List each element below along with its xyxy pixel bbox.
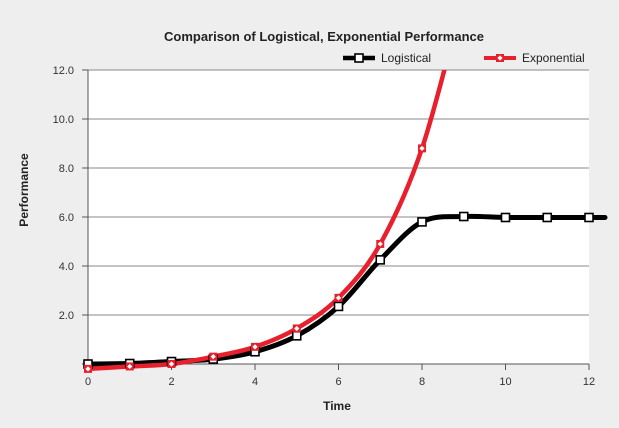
point-logistical [458,211,469,222]
chart-title: Comparison of Logistical, Exponential Pe… [164,29,484,44]
marker-layer [83,144,594,373]
y-tick-label: 10.0 [53,114,74,126]
point-logistical [333,301,344,312]
legend: Logistical Exponential [343,51,585,65]
legend-label: Exponential [522,51,585,65]
point-exponential-inner [335,295,342,301]
point-logistical [584,212,594,223]
point-logistical [417,217,427,227]
legend-label: Logistical [381,51,431,65]
x-tick-label: 8 [419,376,425,388]
point-exponential-inner [127,363,133,370]
x-tick-label: 12 [583,376,595,388]
x-tick-label: 6 [335,376,341,388]
legend-marker [354,53,364,63]
y-tick-label: 2.0 [59,310,74,322]
point-exponential-inner [377,241,383,247]
point-exponential-inner [419,145,425,151]
point-logistical [291,331,302,341]
y-axis-ticks: 2.0 4.0 6.0 8.0 10.0 12.0 [53,65,88,365]
point-exponential-inner [210,354,216,360]
x-tick-label: 4 [252,376,258,388]
point-exponential-inner [85,366,91,372]
y-tick-label: 4.0 [59,261,74,273]
point-logistical [500,212,511,223]
x-axis-label: Time [323,399,351,413]
point-logistical [375,255,386,265]
x-tick-label: 2 [168,376,174,388]
point-exponential-inner [168,361,175,367]
y-tick-label: 12.0 [53,65,74,77]
x-tick-label: 0 [85,376,91,388]
point-exponential-inner [252,344,258,350]
point-logistical [542,212,553,223]
point-exponential-inner [294,325,300,332]
x-axis-ticks: 0 2 4 6 8 10 12 [85,364,595,388]
x-tick-label: 10 [499,376,511,388]
y-tick-label: 8.0 [59,163,74,175]
y-tick-label: 6.0 [59,212,74,224]
y-axis-label: Performance [17,153,31,227]
legend-marker-inner [497,55,503,61]
